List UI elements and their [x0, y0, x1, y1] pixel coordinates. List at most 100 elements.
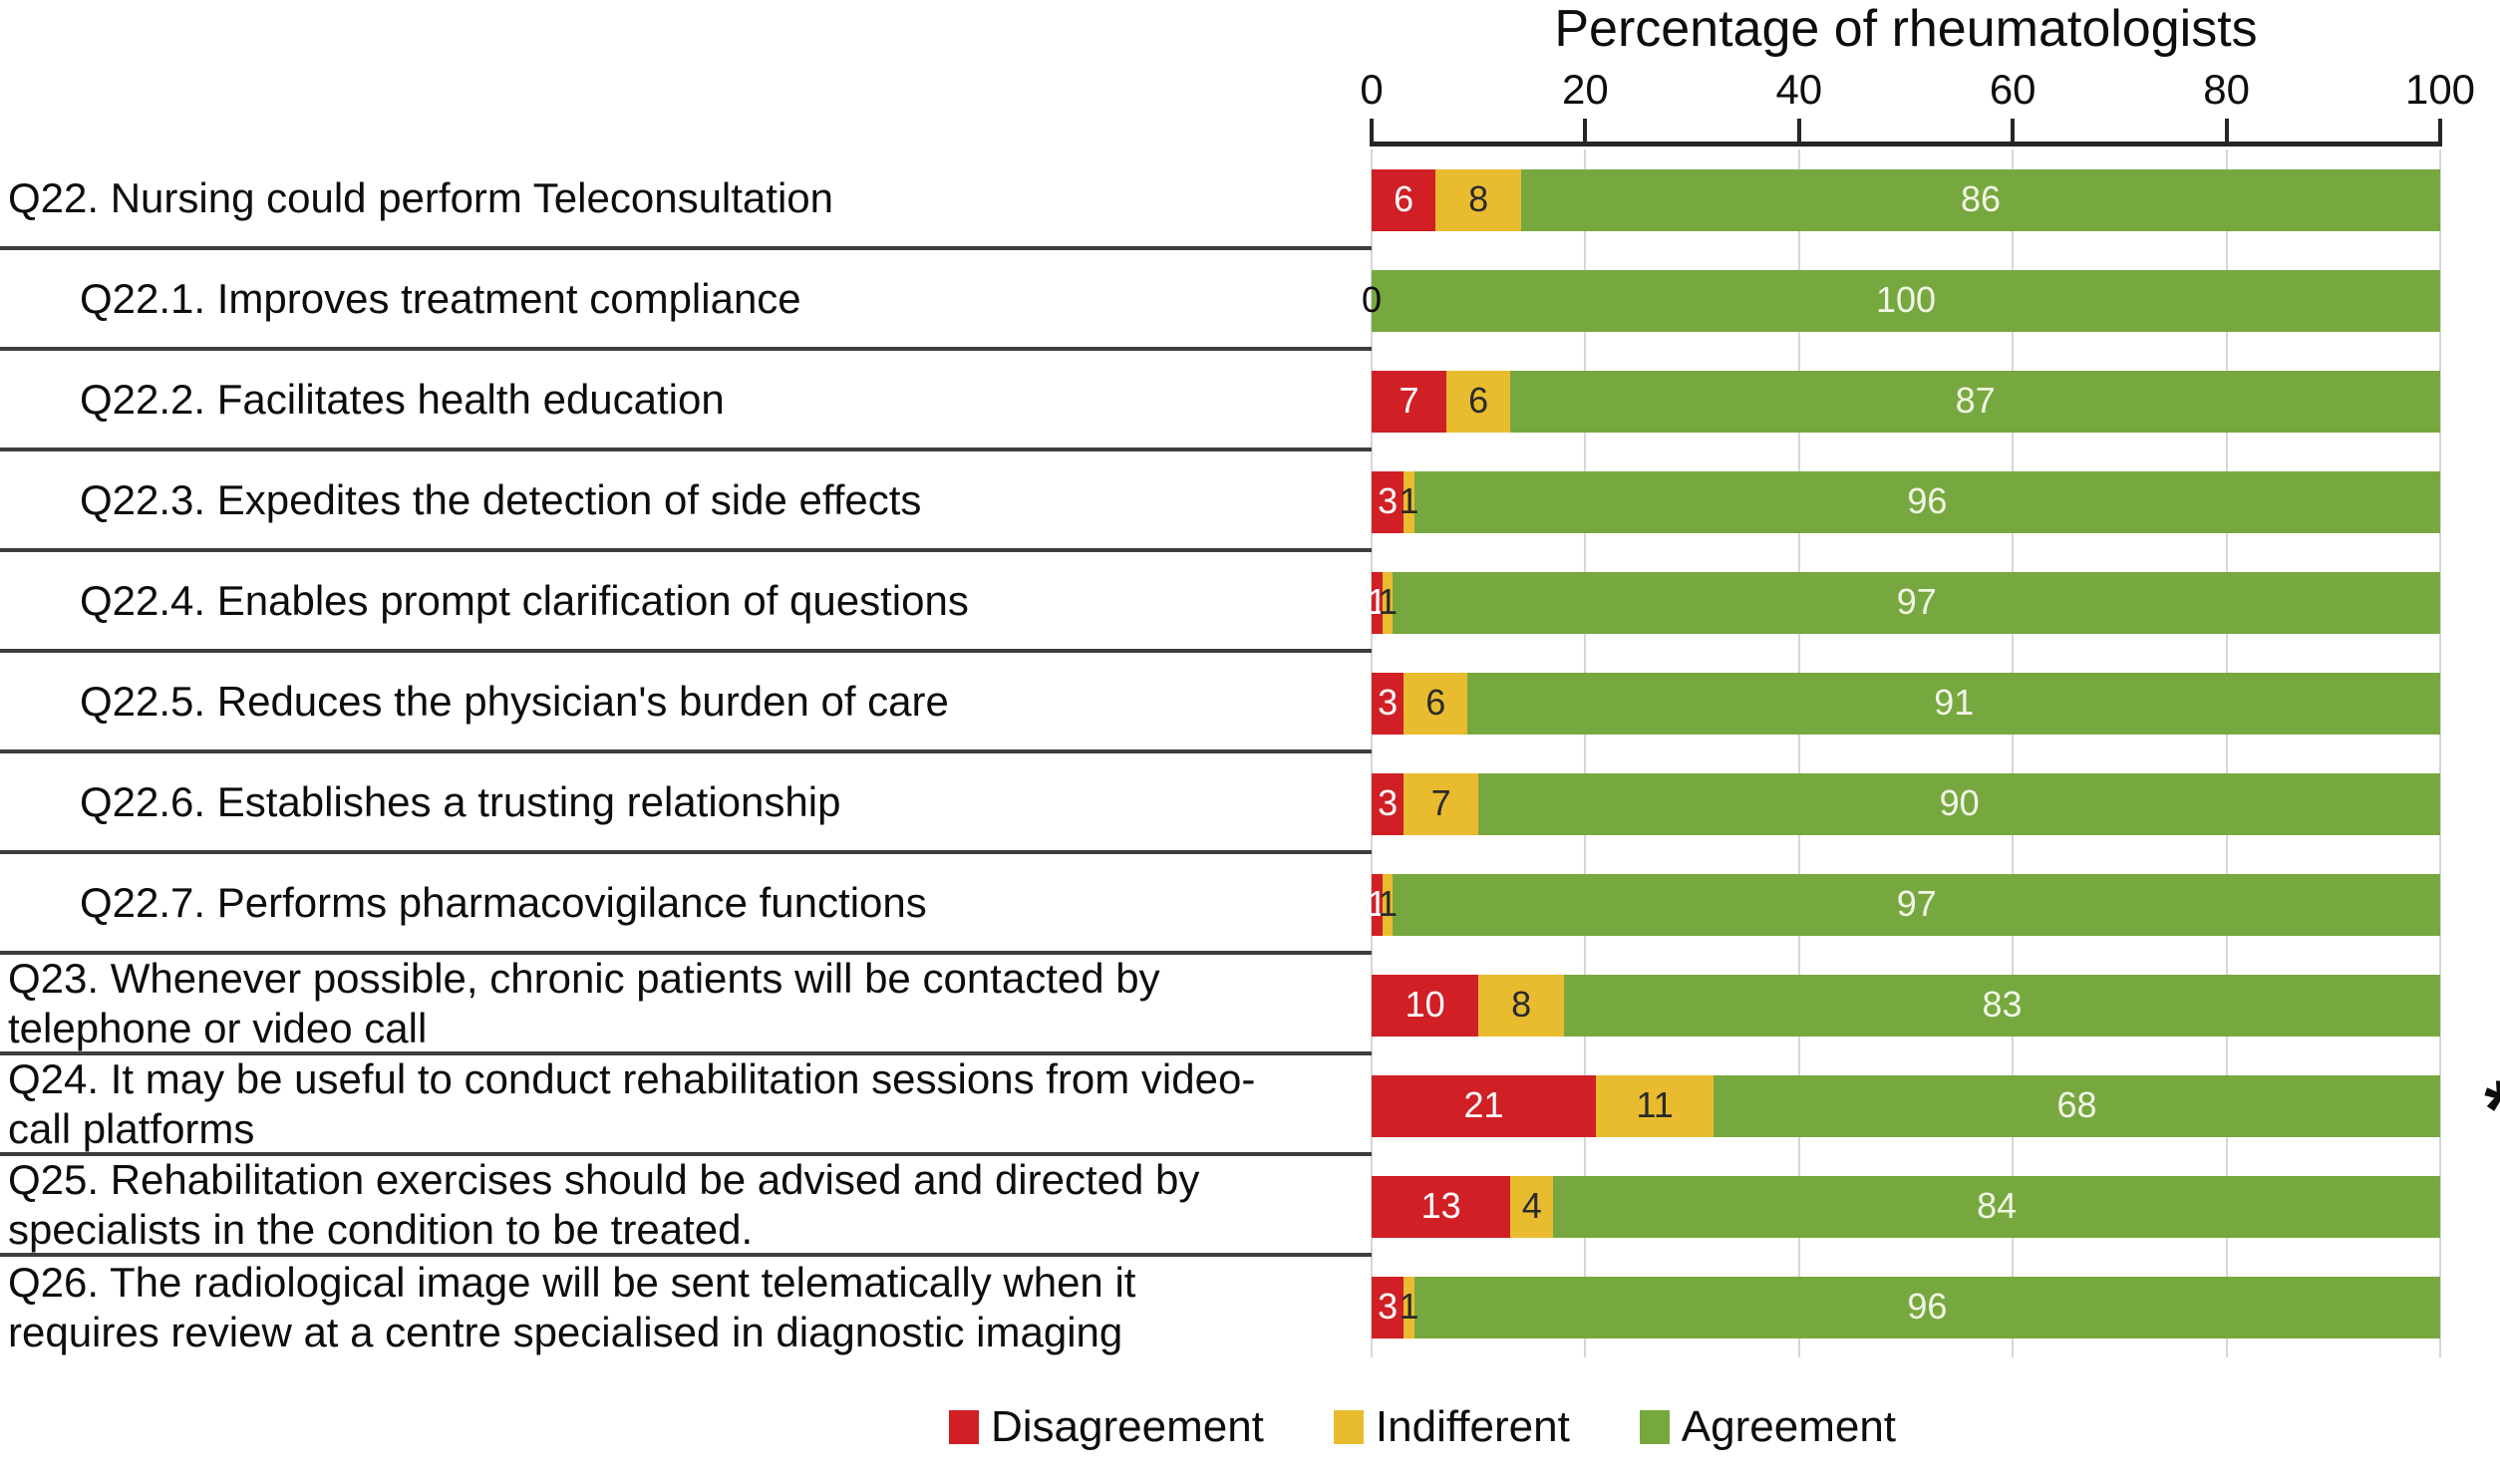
bar-segment-disagreement [1372, 371, 1447, 433]
bar-value-disagreement: 3 [1378, 1286, 1399, 1328]
bar-segment-disagreement [1372, 1277, 1405, 1338]
bar-segment-indifferent [1404, 673, 1468, 735]
bar-segment-agreement [1393, 572, 2440, 634]
bar-segment-indifferent [1435, 169, 1522, 231]
bar-value-agreement: 84 [1977, 1185, 2018, 1227]
stacked-bar: 3 1 96 [1372, 471, 2440, 533]
legend-label-indifferent: Indifferent [1375, 1402, 1570, 1451]
bar-value-indifferent: 8 [1511, 984, 1532, 1026]
x-tick-label-20: 20 [1562, 66, 1609, 113]
bar-segment-disagreement [1372, 773, 1405, 835]
bar-segment-indifferent [1382, 572, 1394, 634]
bar-segment-agreement [1393, 874, 2440, 936]
legend-swatch-disagreement [949, 1410, 979, 1444]
category-label: Q25. Rehabilitation exercises should be … [8, 1155, 1200, 1253]
category-label: Q22. Nursing could perform Teleconsultat… [8, 173, 834, 221]
bar-segment-indifferent [1404, 773, 1479, 835]
category-label: Q23. Whenever possible, chronic patients… [8, 954, 1160, 1051]
bar-segment-disagreement [1372, 572, 1383, 634]
category-row: Q25. Rehabilitation exercises should be … [0, 1156, 1372, 1257]
x-tick-label-100: 100 [2404, 66, 2476, 113]
bar-value-indifferent: 1 [1378, 883, 1399, 925]
category-label: Q22.5. Reduces the physician's burden of… [80, 677, 949, 725]
bar-segment-agreement [1413, 471, 2440, 533]
category-label: Q22.6. Establishes a trusting relationsh… [80, 777, 841, 825]
bar-value-agreement: 90 [1939, 782, 1980, 824]
x-tick-label-80: 80 [2203, 66, 2250, 113]
bar-value-disagreement: 1 [1367, 581, 1388, 623]
bar-value-disagreement: 6 [1394, 178, 1414, 220]
stacked-bar: 7 6 87 [1372, 371, 2440, 433]
bar-segment-indifferent [1510, 1176, 1554, 1238]
bar-value-disagreement: 3 [1378, 782, 1399, 824]
x-tick-mark [2011, 119, 2016, 144]
significance-star: * [2484, 1069, 2500, 1151]
category-label: Q22.3. Expedites the detection of side e… [80, 475, 922, 523]
bar-value-disagreement: 10 [1405, 984, 1445, 1026]
bar-segment-indifferent [1404, 1277, 1414, 1338]
bar-row: 3 1 96 [1372, 451, 2440, 552]
bar-row: 10 8 83 [1372, 955, 2440, 1055]
bar-value-agreement: 87 [1955, 380, 1996, 422]
legend: Disagreement Indifferent Agreement [949, 1395, 1896, 1459]
plot-area [1371, 149, 2441, 1357]
bar-value-disagreement: 21 [1463, 1084, 1504, 1126]
bar-value-agreement: 96 [1907, 1286, 1948, 1328]
bar-segment-agreement [1510, 371, 2440, 433]
x-tick-label-40: 40 [1775, 66, 1823, 113]
bar-row: 7 6 87 [1372, 351, 2440, 451]
bar-segment-indifferent [1382, 874, 1394, 936]
bar-value-disagreement: 13 [1420, 1185, 1461, 1227]
bar-value-indifferent: 4 [1521, 1185, 1542, 1227]
gridline [2012, 149, 2015, 1357]
bar-segment-indifferent [1404, 471, 1414, 533]
bar-value-indifferent: 1 [1399, 480, 1419, 522]
category-row: Q22.4. Enables prompt clarification of q… [0, 552, 1372, 653]
legend-item-agreement: Agreement [1639, 1402, 1896, 1452]
category-label: Q22.1. Improves treatment compliance [80, 274, 801, 322]
stacked-bar: 3 6 91 [1372, 673, 2440, 735]
gridline [2225, 149, 2228, 1357]
category-row: Q22.5. Reduces the physician's burden of… [0, 653, 1372, 753]
category-row: Q22.1. Improves treatment compliance [0, 250, 1372, 351]
rows-grid: Q22. Nursing could perform Teleconsultat… [0, 149, 2500, 1357]
gridline [1797, 149, 1800, 1357]
category-label: Q22.4. Enables prompt clarification of q… [80, 576, 969, 624]
bar-value-indifferent: 8 [1468, 178, 1489, 220]
category-row: Q22. Nursing could perform Teleconsultat… [0, 149, 1372, 250]
bar-row: 3 7 90 [1372, 753, 2440, 854]
category-row: Q22.7. Performs pharmacovigilance functi… [0, 854, 1372, 955]
bar-segment-disagreement [1372, 1176, 1511, 1238]
bar-row: 3 1 96 [1372, 1257, 2440, 1357]
bar-value-indifferent: 1 [1378, 581, 1399, 623]
stacked-bar: 0 100 [1362, 270, 2440, 332]
x-tick-mark [2438, 119, 2442, 144]
category-row: Q22.6. Establishes a trusting relationsh… [0, 753, 1372, 854]
bar-segment-disagreement [1372, 169, 1436, 231]
bar-segment-agreement [1521, 169, 2440, 231]
bar-value-agreement: 91 [1934, 682, 1975, 724]
bar-segment-disagreement [1372, 874, 1383, 936]
x-tick-mark [1796, 119, 1801, 144]
bar-segment-indifferent [1596, 1075, 1715, 1137]
bar-segment-indifferent [1478, 975, 1564, 1037]
category-row: Q26. The radiological image will be sent… [0, 1257, 1372, 1357]
category-label: Q22.2. Facilitates health education [80, 375, 725, 423]
legend-item-disagreement: Disagreement [949, 1402, 1264, 1452]
bar-segment-agreement [1553, 1176, 2440, 1238]
bar-row: 0 100 [1362, 250, 2440, 351]
stacked-bar: 6 8 86 [1372, 169, 2440, 231]
stacked-bar: 10 8 83 [1372, 975, 2440, 1037]
bar-value-agreement: 83 [1982, 984, 2023, 1026]
bar-row: 1 1 97 [1367, 854, 2440, 955]
category-label: Q26. The radiological image will be sent… [8, 1258, 1136, 1355]
bar-value-disagreement: 3 [1378, 682, 1399, 724]
bar-value-agreement: 97 [1896, 883, 1937, 925]
gridline [2439, 149, 2441, 1357]
bar-segment-agreement [1478, 773, 2440, 835]
bar-row: 6 8 86 [1372, 149, 2440, 250]
bar-segment-agreement [1413, 1277, 2440, 1338]
bar-value-agreement: 100 [1875, 279, 1937, 321]
bar-segment-indifferent [1446, 371, 1511, 433]
